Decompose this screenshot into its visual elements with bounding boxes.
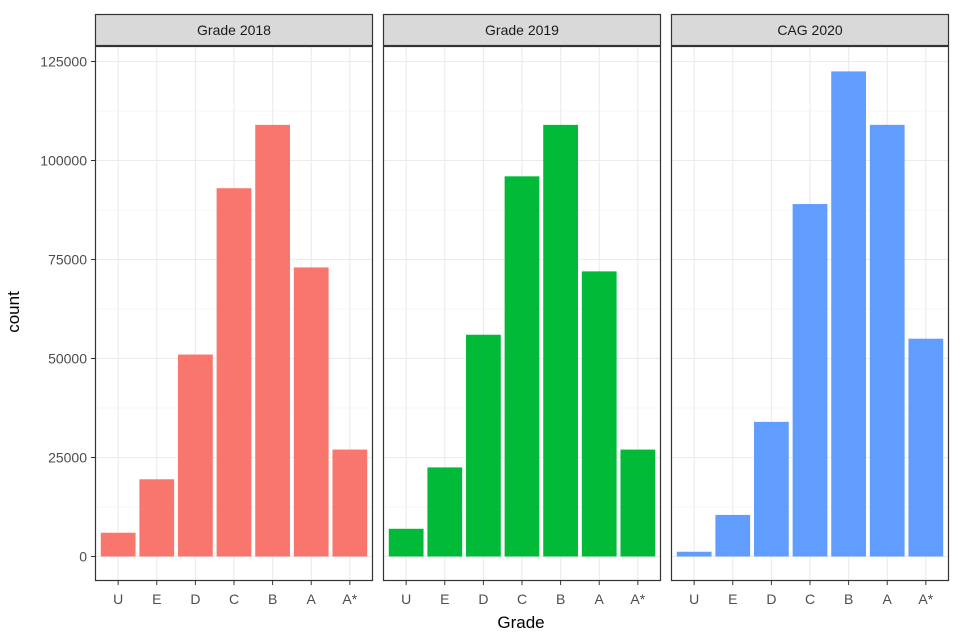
y-tick-label: 0 [79,549,87,565]
bar [293,267,329,557]
x-tick-label: A* [342,591,357,607]
facet-strip-label: Grade 2018 [197,22,271,38]
bar [466,334,501,557]
bar [908,338,944,557]
bar [100,532,136,557]
x-tick-label: A [595,591,605,607]
x-tick-label: C [229,591,239,607]
bar [792,204,828,557]
x-tick-label: A [307,591,317,607]
bar [676,551,712,557]
bar [504,176,540,557]
bar [427,467,463,557]
bar [216,188,252,557]
x-tick-label: A* [918,591,933,607]
bar [581,271,617,557]
x-tick-label: B [268,591,277,607]
bar [620,449,656,557]
y-tick-label: 25000 [48,450,87,466]
panel-border [94,45,374,582]
panel-border [670,45,950,582]
facet-strip-label: CAG 2020 [777,22,843,38]
x-tick-label: B [844,591,853,607]
x-tick-label: A [883,591,893,607]
facet-strip-label: Grade 2019 [485,22,559,38]
facet-strip [382,13,662,47]
y-tick-label: 100000 [40,153,87,169]
x-tick-label: C [805,591,815,607]
x-tick-label: D [190,591,200,607]
x-tick-label: E [440,591,449,607]
x-tick-label: B [556,591,565,607]
bar [831,71,866,557]
y-tick-label: 75000 [48,252,87,268]
x-tick-label: U [401,591,411,607]
x-tick-label: D [766,591,776,607]
y-tick-label: 125000 [40,54,87,70]
bar [388,528,424,557]
x-tick-label: A* [630,591,645,607]
x-tick-label: D [478,591,488,607]
bar [139,479,175,557]
x-axis-title: Grade [497,613,544,632]
bar [715,514,751,557]
bar [869,124,905,557]
facet-panel: CAG 2020 U E D C B A A* [670,13,950,607]
bar [754,421,789,557]
bar [332,449,368,557]
bar [255,124,290,557]
facet-strip [94,13,374,47]
x-tick-label: E [152,591,161,607]
panel-border [382,45,662,582]
y-tick-label: 50000 [48,351,87,367]
facet-panel: Grade 2019 U E D C B A A* [382,13,662,607]
x-tick-label: U [113,591,123,607]
x-tick-label: C [517,591,527,607]
bar [178,354,213,557]
y-axis: 0 25000 50000 75000 100000 125000 [40,54,95,565]
x-tick-label: U [689,591,699,607]
facet-strip [670,13,950,47]
y-axis-title: count [4,291,23,333]
facet-panel: Grade 2018 U E D C B A A* [94,13,374,607]
x-tick-label: E [728,591,737,607]
bar [543,124,578,557]
